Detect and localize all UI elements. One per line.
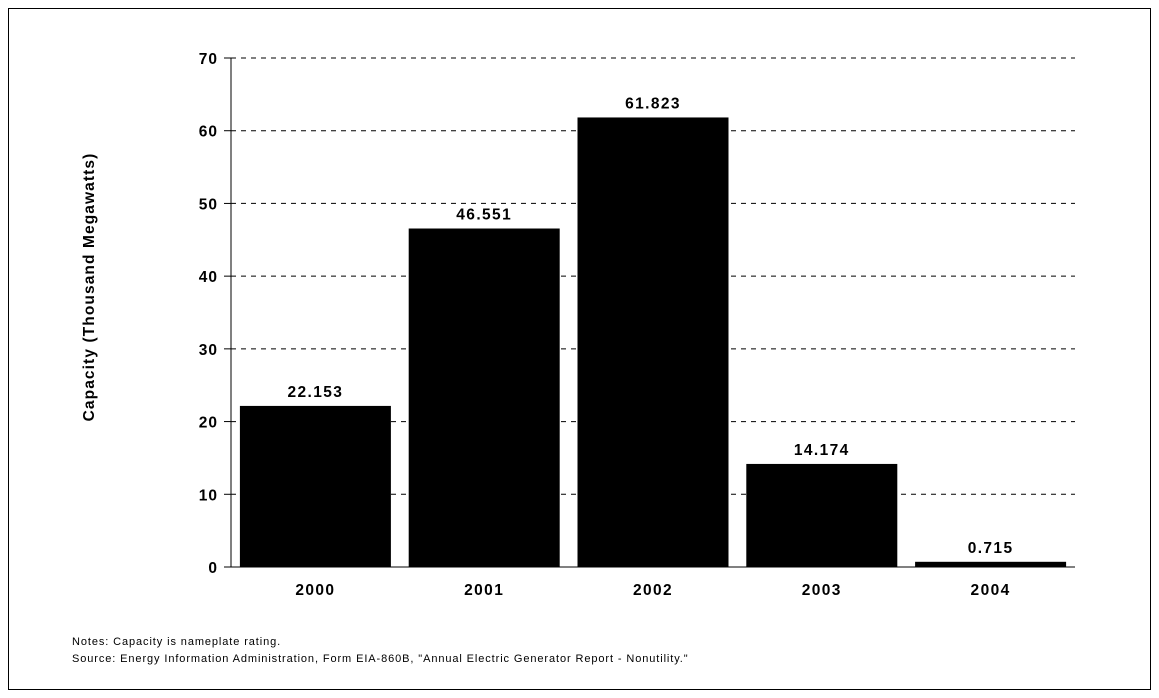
bar — [408, 228, 560, 567]
bar — [239, 405, 391, 567]
bar — [577, 117, 729, 568]
data-label: 61.823 — [625, 95, 681, 112]
y-axis-label: Capacity (Thousand Megawatts) — [81, 152, 98, 422]
y-tick-label: 50 — [199, 196, 218, 213]
x-tick-label: 2001 — [464, 582, 504, 599]
x-tick-label: 2000 — [295, 582, 335, 599]
y-tick-label: 10 — [199, 487, 218, 504]
data-label: 14.174 — [794, 442, 850, 459]
source-text: Source: Energy Information Administratio… — [72, 653, 689, 665]
data-label: 0.715 — [968, 540, 1014, 557]
chart-footnotes: Notes: Capacity is nameplate rating. Sou… — [72, 634, 689, 668]
notes-text: Notes: Capacity is nameplate rating. — [72, 636, 282, 648]
y-tick-label: 0 — [208, 560, 218, 577]
bar — [746, 463, 898, 567]
x-tick-label: 2002 — [633, 582, 673, 599]
bar — [915, 561, 1067, 567]
x-tick-label: 2004 — [971, 582, 1011, 599]
y-tick-label: 70 — [199, 51, 218, 68]
y-tick-label: 20 — [199, 415, 218, 432]
data-label: 46.551 — [456, 207, 512, 224]
y-tick-label: 60 — [199, 124, 218, 141]
data-labels: 22.153 46.551 61.823 14.174 0.715 — [287, 95, 1014, 557]
axes: 0 10 20 30 40 50 60 70 2000 2001 2002 2003 2004 — [199, 51, 1075, 599]
y-tick-label: 30 — [199, 342, 218, 359]
bars — [239, 117, 1067, 568]
data-label: 22.153 — [287, 384, 343, 401]
x-tick-label: 2003 — [802, 582, 842, 599]
y-tick-label: 40 — [199, 269, 218, 286]
